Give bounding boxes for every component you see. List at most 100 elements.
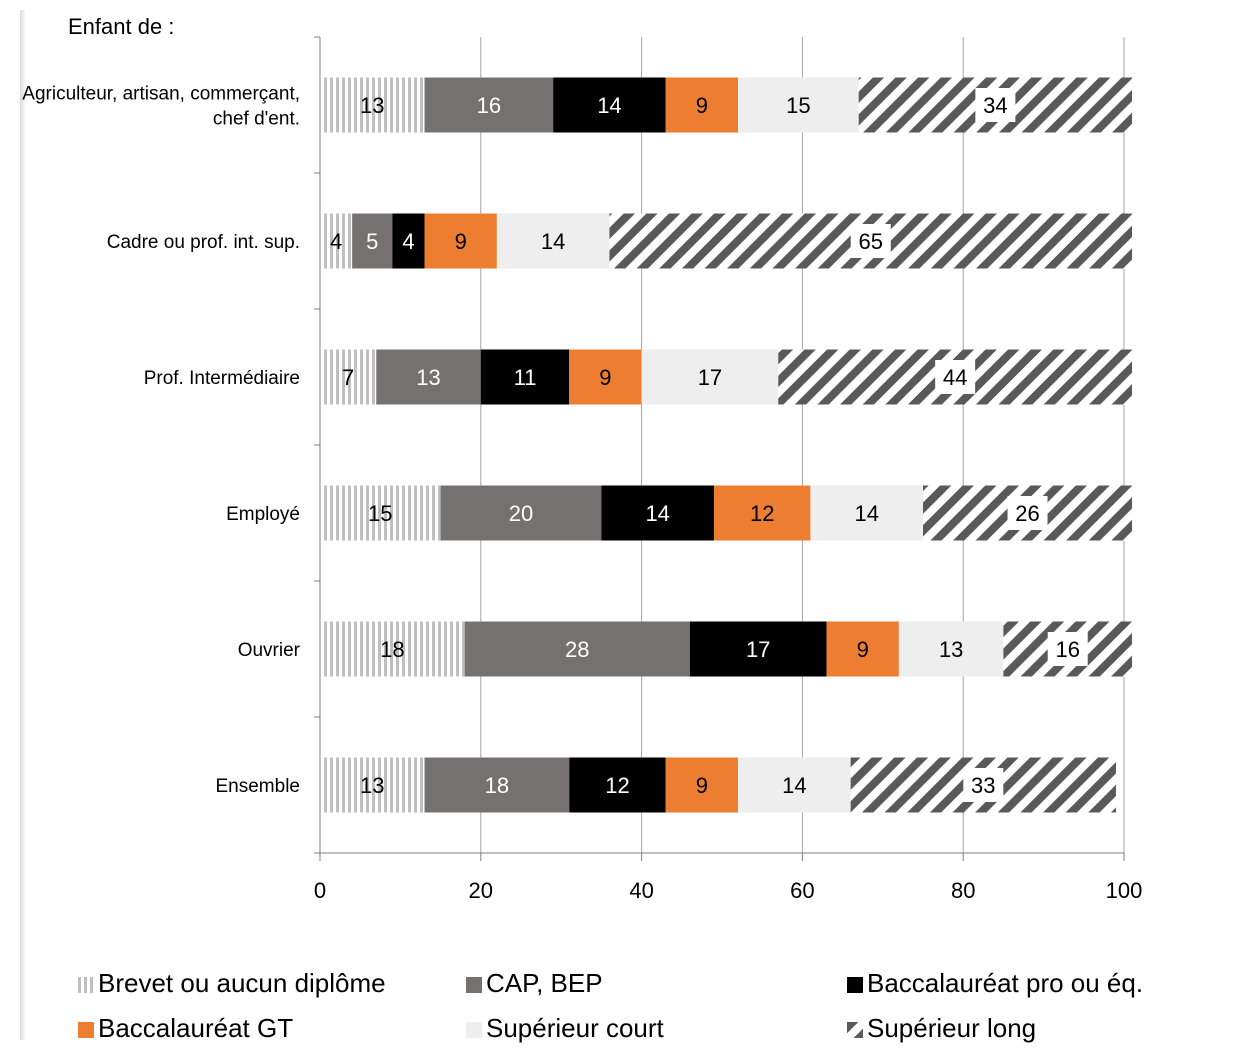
category-label: Prof. Intermédiaire (144, 368, 300, 389)
data-label-background (850, 224, 891, 258)
data-label: 4 (330, 229, 342, 254)
data-label: 13 (360, 93, 384, 118)
legend-label: Baccalauréat pro ou éq. (867, 968, 1144, 998)
data-label: 13 (360, 773, 384, 798)
legend-item: Baccalauréat pro ou éq. (847, 968, 1143, 999)
bar-segment (320, 77, 425, 133)
data-label: 5 (366, 229, 378, 254)
x-tick-label: 20 (469, 878, 493, 903)
bar-segment (320, 213, 353, 269)
bar-segment (464, 621, 690, 677)
data-label: 28 (565, 637, 589, 662)
bar-segment (601, 485, 714, 541)
bar-segment (826, 621, 899, 677)
header-label: Enfant de : (68, 14, 175, 39)
grid-layer (314, 36, 1125, 861)
data-label: 15 (368, 501, 392, 526)
legend-label: Supérieur court (486, 1013, 664, 1043)
legend-label: Supérieur long (867, 1013, 1037, 1043)
bar-segment (810, 485, 923, 541)
bar-segment (665, 757, 739, 813)
legend-swatch (78, 1022, 94, 1039)
data-label-background (1047, 632, 1088, 666)
legend-swatch (78, 977, 94, 994)
bar-segment (496, 213, 610, 269)
data-label: 7 (342, 365, 354, 390)
data-label: 9 (599, 365, 611, 390)
category-label: Ensemble (216, 776, 301, 797)
bars-layer: 13 16 14 9 15 34 4 5 4 9 14 65 7 13 11 9 17 44 15 20 14 12 14 2… (320, 77, 1133, 813)
data-label: 14 (597, 93, 621, 118)
bar-segment (480, 349, 570, 405)
bar-segment (440, 485, 602, 541)
x-tick-label: 40 (629, 878, 653, 903)
data-label-background (963, 768, 1004, 802)
category-label: Employé (226, 504, 300, 525)
data-label: 20 (509, 501, 533, 526)
bar-segment (424, 757, 570, 813)
bar-segment (392, 213, 425, 269)
x-tick-labels: 0 20 40 60 80 100 (314, 878, 1142, 903)
data-label: 34 (983, 93, 1007, 118)
data-label: 17 (746, 637, 770, 662)
data-label: 16 (1055, 637, 1079, 662)
data-label: 9 (696, 773, 708, 798)
data-label: 26 (1015, 501, 1039, 526)
legend-swatch (466, 977, 482, 994)
data-label: 18 (380, 637, 404, 662)
category-label: Agriculteur, artisan, commerçant, chef d'… (22, 84, 300, 130)
legend-swatch (847, 1022, 863, 1039)
legend-label: Brevet ou aucun diplôme (98, 968, 386, 998)
data-label: 18 (485, 773, 509, 798)
bar-segment (641, 349, 779, 405)
legend-label: Baccalauréat GT (98, 1013, 294, 1043)
data-label-background (1007, 496, 1048, 530)
data-label: 4 (402, 229, 414, 254)
data-label: 12 (750, 501, 774, 526)
bar-segment (320, 621, 465, 677)
data-label: 16 (477, 93, 501, 118)
bar-segment (320, 349, 377, 405)
legend-swatch (847, 977, 863, 994)
data-label: 15 (786, 93, 810, 118)
bar-segment (898, 621, 1004, 677)
bar-segment (569, 349, 642, 405)
bar-segment (738, 77, 859, 133)
bar-segment (713, 485, 811, 541)
legend-label: CAP, BEP (486, 968, 603, 998)
data-label: 17 (698, 365, 722, 390)
data-label: 12 (605, 773, 629, 798)
data-label: 13 (416, 365, 440, 390)
bar-segment (738, 757, 851, 813)
x-tick-label: 80 (951, 878, 975, 903)
data-label: 14 (541, 229, 565, 254)
bar-segment (352, 213, 393, 269)
data-label: 9 (455, 229, 467, 254)
bar-segment (553, 77, 666, 133)
data-label: 14 (854, 501, 878, 526)
legend-item: Supérieur court (466, 1013, 664, 1044)
legend-swatch (466, 1022, 482, 1039)
category-label: Ouvrier (238, 640, 301, 661)
bar-segment (665, 77, 739, 133)
bar-segment (689, 621, 827, 677)
legend-item: CAP, BEP (466, 968, 603, 999)
x-tick-label: 60 (790, 878, 814, 903)
data-label: 9 (857, 637, 869, 662)
category-labels: Agriculteur, artisan, commerçant, chef d'… (22, 84, 300, 798)
bar-segment (320, 485, 441, 541)
data-label: 11 (514, 365, 537, 390)
data-label: 14 (782, 773, 806, 798)
data-label: 13 (939, 637, 963, 662)
legend-item: Baccalauréat GT (78, 1013, 293, 1044)
frame-shadow (20, 10, 26, 1040)
data-label: 44 (943, 365, 967, 390)
data-label-background (935, 360, 976, 394)
data-label: 33 (971, 773, 995, 798)
category-label: Cadre ou prof. int. sup. (107, 232, 300, 253)
data-label: 14 (645, 501, 669, 526)
x-tick-label: 100 (1106, 878, 1143, 903)
bar-segment (376, 349, 481, 405)
